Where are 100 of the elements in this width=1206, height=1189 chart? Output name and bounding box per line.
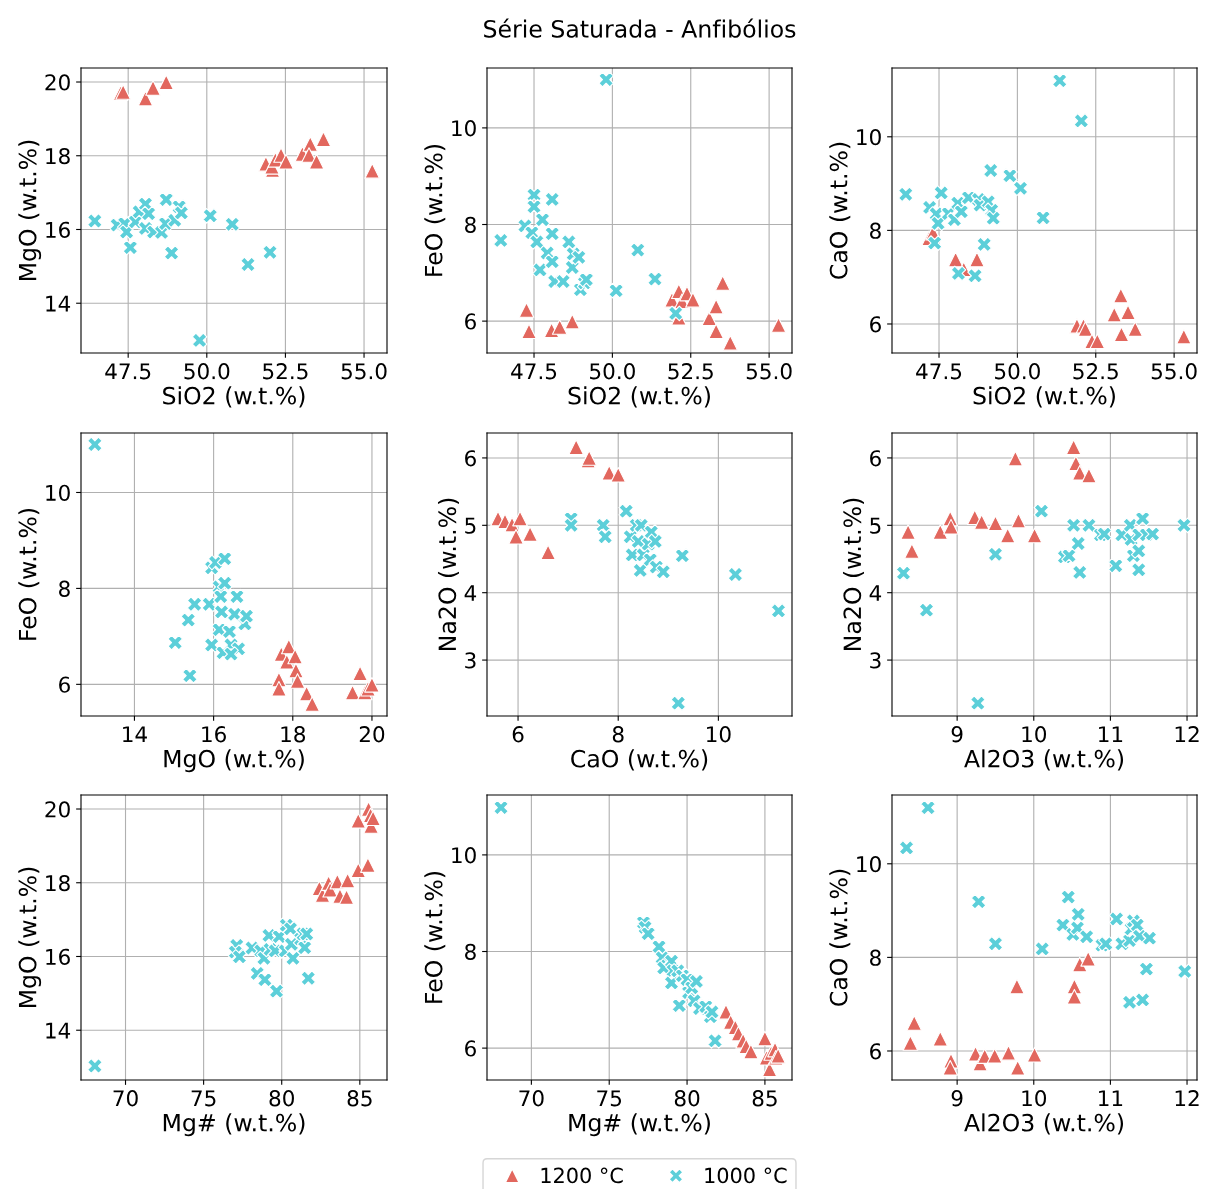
point [1078, 928, 1095, 945]
x-tick-label: 80 [674, 1090, 700, 1107]
point [708, 323, 724, 340]
x-tick-label: 11 [1099, 726, 1123, 743]
point [967, 267, 983, 284]
point [1112, 287, 1129, 304]
point [1113, 326, 1130, 343]
point [770, 317, 787, 333]
point [563, 517, 579, 534]
y-tick-label: 6 [870, 316, 881, 333]
y-tick-label: 8 [870, 222, 881, 239]
x-tick-label: 70 [519, 1090, 544, 1107]
point [897, 186, 914, 203]
point [1121, 994, 1138, 1011]
point [943, 518, 959, 535]
point [674, 547, 691, 564]
point [999, 527, 1016, 544]
point [1106, 306, 1123, 323]
x-tick-label: 50.0 [184, 363, 230, 380]
point [304, 696, 321, 712]
point [1176, 963, 1193, 980]
point [285, 950, 301, 967]
point [508, 528, 524, 545]
x-axis-title: SiO2 (w.t.%) [568, 386, 710, 408]
point [338, 889, 355, 905]
point [224, 216, 241, 233]
point [933, 185, 950, 201]
point [655, 563, 672, 580]
y-tick-label: 5 [465, 517, 476, 534]
point [140, 205, 157, 222]
legend-label: 1200 °C [541, 1167, 623, 1184]
y-tick-label: 6 [870, 450, 881, 467]
y-tick-label: 8 [59, 580, 70, 597]
point [722, 335, 739, 351]
point [1055, 917, 1071, 933]
point [568, 439, 584, 455]
x-tick-label: 9 [951, 726, 963, 743]
x-tick-label: 52.5 [1073, 363, 1118, 380]
point [1009, 978, 1025, 995]
point [268, 983, 285, 999]
point [1071, 956, 1088, 973]
point [608, 282, 624, 299]
y-tick-label: 8 [465, 216, 476, 233]
x-tick-label: 12 [1175, 1090, 1199, 1107]
x-axis-title: MgO (w.t.%) [164, 749, 304, 773]
point [191, 332, 208, 349]
point [704, 1004, 720, 1020]
point [1066, 988, 1083, 1005]
point [930, 215, 946, 232]
x-tick-label: 18 [281, 726, 306, 743]
y-tick-label: 10 [46, 484, 70, 501]
point [647, 533, 664, 550]
point [289, 673, 306, 689]
point [1034, 941, 1051, 957]
x-tick-label: 10 [1022, 1090, 1047, 1107]
x-tick-label: 55.0 [746, 363, 792, 380]
point [1065, 439, 1082, 455]
point [308, 153, 325, 170]
point [532, 262, 548, 278]
point [640, 925, 656, 942]
point [1009, 1059, 1026, 1076]
y-tick-label: 6 [59, 676, 70, 693]
point [985, 210, 1002, 227]
point [1176, 517, 1192, 534]
point [932, 524, 949, 540]
point [770, 603, 787, 619]
point [1141, 930, 1158, 947]
point [300, 970, 317, 987]
point [186, 596, 203, 613]
point [173, 205, 190, 221]
y-tick-label: 10 [452, 847, 476, 864]
point [551, 319, 568, 335]
x-tick-label: 12 [1175, 726, 1199, 743]
x-tick-label: 50.0 [590, 363, 635, 380]
point [986, 1047, 1003, 1064]
y-axis-title: FeO (w.t.%) [424, 144, 446, 276]
point [492, 232, 509, 249]
y-axis-title: CaO (w.t.%) [829, 869, 851, 1006]
point [540, 544, 556, 561]
point [973, 514, 990, 530]
point [1120, 304, 1136, 321]
y-tick-label: 8 [870, 949, 881, 966]
point [296, 939, 313, 956]
x-tick-label: 75 [191, 1090, 216, 1107]
y-tick-label: 10 [452, 120, 476, 137]
point [158, 191, 175, 208]
y-axis-title: FeO (w.t.%) [18, 508, 40, 640]
y-tick-label: 6 [870, 1043, 881, 1060]
x-tick-label: 47.5 [105, 363, 151, 380]
point [727, 566, 744, 583]
point [632, 562, 649, 579]
y-tick-label: 3 [870, 652, 881, 669]
point [1138, 961, 1155, 977]
point [1096, 526, 1113, 542]
y-tick-label: 16 [46, 221, 70, 238]
point [278, 153, 294, 170]
point [560, 234, 577, 250]
y-tick-label: 14 [46, 1022, 71, 1039]
point [529, 234, 545, 250]
point [1070, 535, 1087, 552]
